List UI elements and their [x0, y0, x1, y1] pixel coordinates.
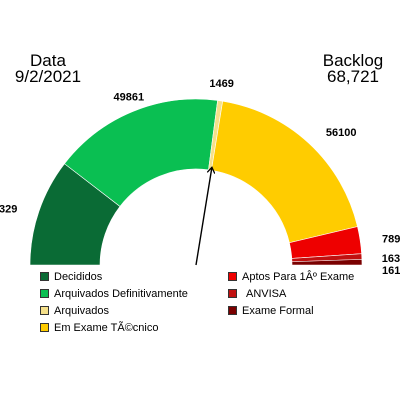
legend-label: Em Exame TÃ©cnico	[54, 322, 159, 334]
legend-label: Aptos Para 1Âº Exame	[242, 271, 355, 283]
date-value: 9/2/2021	[14, 67, 82, 86]
legend-item-anvisa: ANVISA	[228, 288, 286, 300]
backlog-label: Backlog	[322, 51, 384, 70]
legend-item-arquivados: Arquivados	[40, 305, 109, 317]
legend-item-decididos: Decididos	[40, 271, 102, 283]
legend-label: Exame Formal	[242, 305, 314, 317]
legend-item-em-exame-tecnico: Em Exame TÃ©cnico	[40, 322, 159, 334]
gauge-data-label-3: 56100	[326, 127, 357, 139]
legend-swatch	[40, 272, 49, 281]
backlog-value: 68,721	[327, 67, 379, 86]
legend-swatch	[40, 289, 49, 298]
gauge-data-label-5: 1638	[382, 253, 400, 265]
gauge-data-label-4: 7899	[382, 234, 400, 246]
legend-swatch	[228, 306, 237, 315]
gauge-slice-6	[291, 259, 363, 266]
legend-label: Arquivados	[54, 305, 110, 317]
legend-item-arquivados-definitivamente: Arquivados Definitivamente	[40, 288, 188, 300]
gauge-data-labels: 31329 49861 1469 56100 7899 16381615	[0, 78, 400, 277]
gauge-pointer-arrow	[195, 167, 212, 266]
gauge-data-label-2: 1469	[209, 78, 233, 90]
legend-swatch	[40, 323, 49, 332]
legend-swatch	[228, 289, 237, 298]
legend-item-exame-formal: Exame Formal	[228, 305, 314, 317]
gauge-data-label-6: 1615	[382, 265, 400, 277]
legend-item-aptos-para-1-exame: Aptos Para 1Âº Exame	[228, 271, 354, 283]
legend-label: Arquivados Definitivamente	[54, 288, 188, 300]
legend-label: Decididos	[54, 271, 103, 283]
legend-swatch	[228, 272, 237, 281]
date-label: Data	[30, 51, 66, 70]
legend-swatch	[40, 306, 49, 315]
gauge-data-label-0: 31329	[0, 203, 17, 215]
legend-label: ANVISA	[246, 288, 287, 300]
gauge-slices	[29, 98, 363, 266]
gauge-data-label-1: 49861	[113, 91, 144, 103]
gauge-slice-3	[211, 100, 358, 244]
